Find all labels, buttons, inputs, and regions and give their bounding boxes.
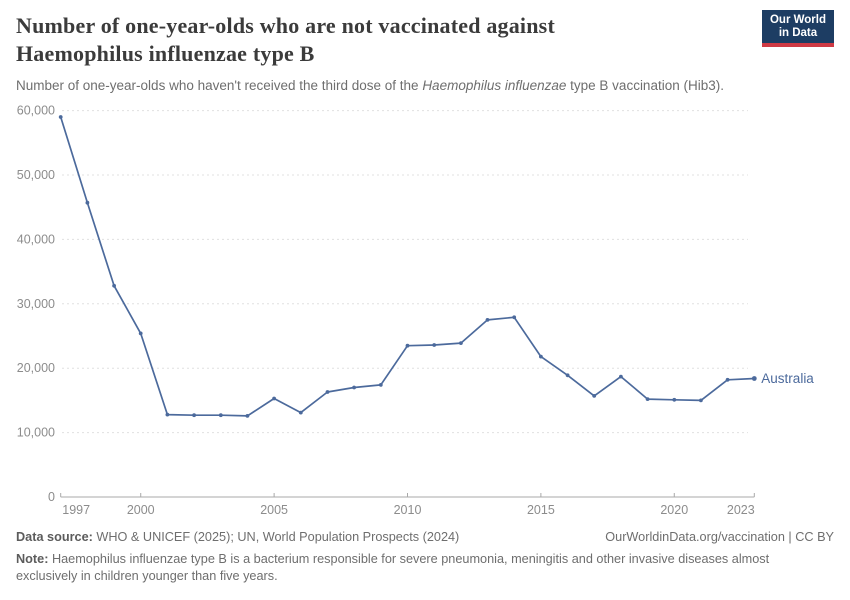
svg-text:40,000: 40,000 (17, 232, 55, 246)
svg-text:30,000: 30,000 (17, 297, 55, 311)
svg-text:2020: 2020 (660, 503, 688, 517)
svg-text:0: 0 (48, 490, 55, 504)
owid-license-link[interactable]: OurWorldinData.org/vaccination | CC BY (605, 530, 834, 544)
svg-text:2000: 2000 (127, 503, 155, 517)
owid-logo-line1: Our World (769, 14, 826, 26)
data-source: Data source: WHO & UNICEF (2025); UN, Wo… (16, 529, 459, 546)
svg-text:2023: 2023 (727, 503, 755, 517)
svg-text:2010: 2010 (394, 503, 422, 517)
chart-title-line1: Number of one-year-olds who are not vacc… (16, 13, 555, 38)
note-text: Haemophilus influenzae type B is a bacte… (16, 552, 770, 583)
data-source-text: WHO & UNICEF (2025); UN, World Populatio… (92, 530, 460, 544)
chart-footer: Data source: WHO & UNICEF (2025); UN, Wo… (16, 529, 834, 585)
svg-text:Australia: Australia (761, 371, 814, 386)
svg-text:60,000: 60,000 (17, 104, 55, 118)
subtitle-text-italic: Haemophilus influenzae (422, 78, 567, 93)
svg-text:2015: 2015 (527, 503, 555, 517)
note-label: Note: (16, 552, 49, 566)
chart-note: Note: Haemophilus influenzae type B is a… (16, 551, 781, 585)
chart-subtitle: Number of one-year-olds who haven't rece… (16, 78, 724, 93)
svg-text:10,000: 10,000 (17, 426, 55, 440)
subtitle-text-start: Number of one-year-olds who haven't rece… (16, 78, 423, 93)
data-source-label: Data source: (16, 530, 93, 544)
svg-text:50,000: 50,000 (17, 168, 55, 182)
subtitle-text-end: type B vaccination (Hib3). (566, 78, 724, 93)
svg-text:20,000: 20,000 (17, 361, 55, 375)
owid-logo-line2: in Data (778, 27, 818, 39)
chart-title: Number of one-year-olds who are not vacc… (16, 12, 555, 68)
svg-text:1997: 1997 (62, 503, 90, 517)
chart-title-line2: Haemophilus influenzae type B (16, 41, 315, 66)
svg-text:2005: 2005 (260, 503, 288, 517)
owid-logo[interactable]: Our World in Data (761, 10, 834, 47)
